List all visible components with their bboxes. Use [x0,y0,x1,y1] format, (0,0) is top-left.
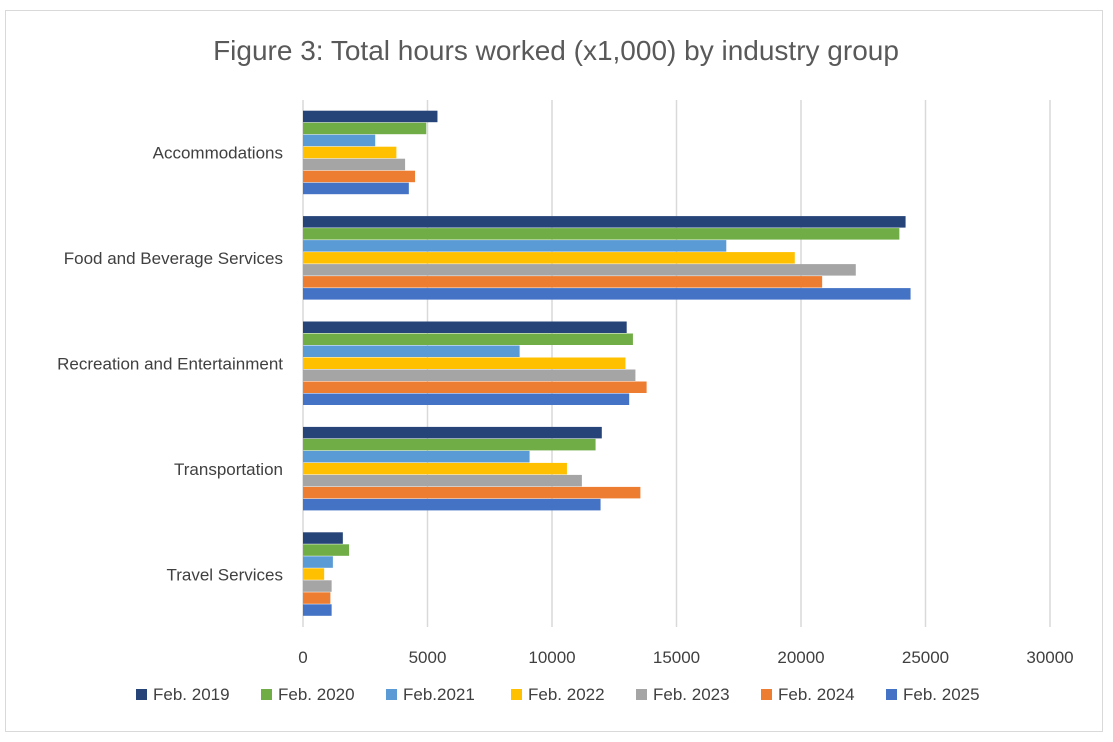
legend-swatch-3 [511,689,522,700]
bar-travel-services-5 [303,592,331,604]
x-tick-label-3: 15000 [653,648,700,667]
bar-food-and-beverage-services-6 [303,288,911,300]
bar-recreation-and-entertainment-3 [303,357,626,369]
bar-transportation-2 [303,450,530,463]
bar-recreation-and-entertainment-1 [303,333,633,345]
bar-travel-services-6 [303,604,332,616]
bar-food-and-beverage-services-4 [303,264,856,276]
bar-accommodations-1 [303,122,427,135]
category-label-3: Transportation [174,460,283,479]
category-label-1: Food and Beverage Services [64,249,283,268]
legend-label-0: Feb. 2019 [153,685,230,704]
legend-swatch-6 [886,689,897,700]
bar-recreation-and-entertainment-6 [303,393,630,405]
bar-transportation-5 [303,486,641,499]
x-tick-label-1: 5000 [409,648,447,667]
x-tick-label-5: 25000 [902,648,949,667]
legend-swatch-4 [636,689,647,700]
bar-food-and-beverage-services-5 [303,276,823,288]
category-label-0: Accommodations [153,144,283,163]
legend-label-2: Feb.2021 [403,685,475,704]
bar-recreation-and-entertainment-2 [303,345,520,357]
legend: Feb. 2019 Feb. 2020 Feb.2021 Feb. 2022 Feb. … [136,685,980,704]
x-tick-label-6: 30000 [1026,648,1073,667]
bar-transportation-0 [303,426,602,439]
bar-recreation-and-entertainment-5 [303,381,647,393]
category-labels: Accommodations Food and Beverage Services… [57,144,283,585]
bars [303,110,911,616]
bar-food-and-beverage-services-1 [303,228,900,240]
bar-food-and-beverage-services-3 [303,252,795,264]
bar-accommodations-3 [303,146,397,159]
x-tick-label-4: 20000 [777,648,824,667]
bar-travel-services-4 [303,580,332,592]
x-tick-labels: 0 5000 10000 15000 20000 25000 30000 [298,648,1073,667]
chart-title: Figure 3: Total hours worked (x1,000) by… [213,35,899,66]
bar-recreation-and-entertainment-4 [303,369,636,381]
category-label-4: Travel Services [166,565,283,584]
legend-label-6: Feb. 2025 [903,685,980,704]
bar-travel-services-0 [303,532,343,544]
bar-accommodations-6 [303,182,409,195]
bar-transportation-3 [303,462,567,475]
legend-label-5: Feb. 2024 [778,685,855,704]
bar-accommodations-4 [303,158,406,171]
bar-travel-services-1 [303,544,350,556]
bar-travel-services-2 [303,556,333,568]
bar-travel-services-3 [303,568,325,580]
category-label-2: Recreation and Entertainment [57,355,283,374]
bar-transportation-1 [303,438,596,451]
legend-label-4: Feb. 2023 [653,685,730,704]
legend-label-1: Feb. 2020 [278,685,355,704]
bar-recreation-and-entertainment-0 [303,321,627,333]
bar-transportation-6 [303,498,601,511]
legend-label-3: Feb. 2022 [528,685,605,704]
bar-accommodations-5 [303,170,416,183]
bar-transportation-4 [303,474,582,487]
legend-swatch-5 [761,689,772,700]
bar-food-and-beverage-services-2 [303,240,727,252]
bar-accommodations-0 [303,110,438,123]
x-tick-label-0: 0 [298,648,307,667]
legend-swatch-2 [386,689,397,700]
legend-swatch-1 [261,689,272,700]
bar-food-and-beverage-services-0 [303,216,906,228]
legend-swatch-0 [136,689,147,700]
bar-accommodations-2 [303,134,376,147]
x-tick-label-2: 10000 [528,648,575,667]
